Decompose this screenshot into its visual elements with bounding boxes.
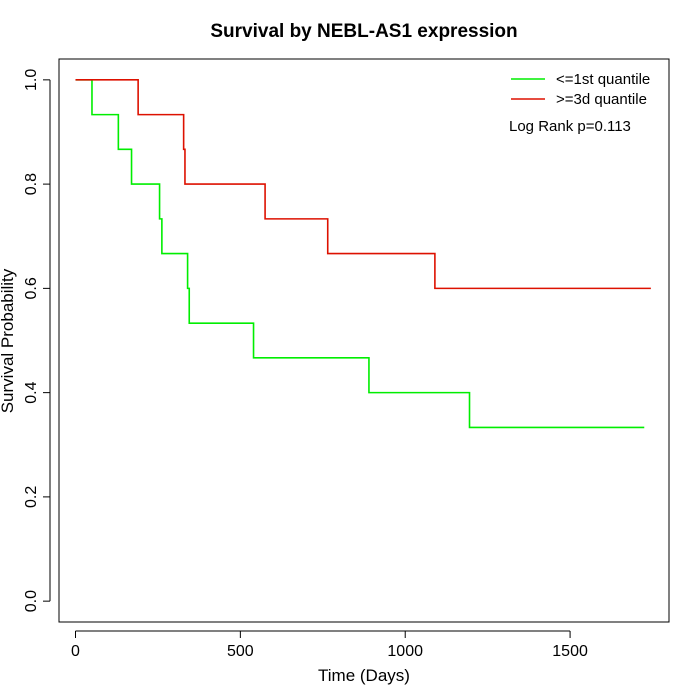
y-tick-label: 0.4 [23, 381, 40, 403]
x-axis-label: Time (Days) [318, 666, 410, 685]
x-tick-label: 0 [71, 643, 80, 660]
x-tick-label: 500 [227, 643, 254, 660]
series-line-1 [75, 79, 651, 290]
log-rank-annotation: Log Rank p=0.113 [509, 118, 631, 135]
y-axis-label: Survival Probability [0, 268, 17, 413]
legend-label-0: <=1st quantile [556, 71, 650, 88]
x-tick-label: 1500 [552, 643, 588, 660]
x-axis: 0 500 1000 1500 [71, 630, 588, 660]
plot-frame [58, 58, 670, 623]
legend-label-1: >=3d quantile [556, 91, 647, 108]
y-tick-label: 0.0 [23, 590, 40, 612]
y-tick-label: 0.6 [23, 277, 40, 299]
y-tick-label: 0.8 [23, 173, 40, 195]
chart-title: Survival by NEBL-AS1 expression [210, 21, 517, 42]
y-axis: 0.0 0.2 0.4 0.6 0.8 1.0 [23, 69, 51, 612]
series-layer [75, 79, 651, 429]
x-tick-label: 1000 [387, 643, 423, 660]
series-line-0 [75, 79, 645, 429]
y-tick-label: 1.0 [23, 69, 40, 91]
y-tick-label: 0.2 [23, 486, 40, 508]
legend: <=1st quantile >=3d quantile [511, 71, 650, 108]
